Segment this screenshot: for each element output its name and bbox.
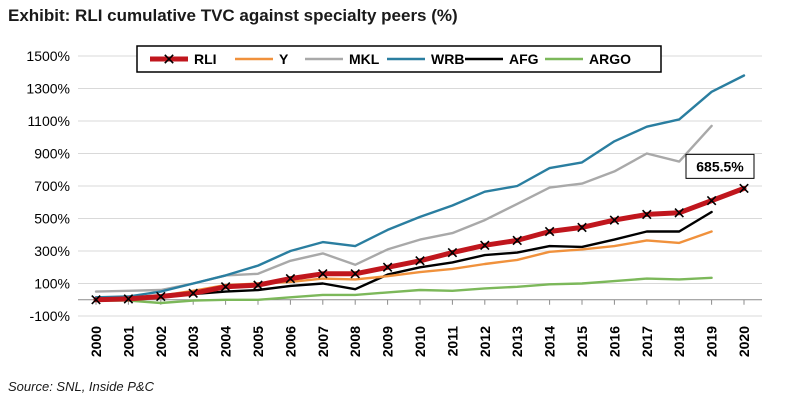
legend-item-wrb: WRB xyxy=(387,51,464,67)
rli-marker xyxy=(318,268,328,279)
y-tick-label: 1100% xyxy=(27,113,70,129)
legend-item-argo: ARGO xyxy=(545,51,631,67)
marker-stroke xyxy=(123,294,134,304)
marker-stroke xyxy=(415,255,425,266)
x-tick-label: 2008 xyxy=(347,326,363,357)
marker-stroke xyxy=(674,208,684,218)
rli-marker xyxy=(544,226,555,237)
marker-stroke xyxy=(577,222,587,233)
annotation-label: 685.5% xyxy=(696,158,744,174)
rli-marker xyxy=(220,281,231,292)
rli-marker xyxy=(739,183,749,194)
y-tick-label: 700% xyxy=(34,178,70,194)
chart-source: Source: SNL, Inside P&C xyxy=(8,379,154,394)
marker-stroke xyxy=(739,183,749,194)
x-tick-label: 2010 xyxy=(412,326,428,357)
legend-label: RLI xyxy=(194,51,217,67)
marker-stroke xyxy=(512,235,522,246)
legend-label: ARGO xyxy=(589,51,631,67)
y-tick-label: 100% xyxy=(34,276,70,292)
rli-marker xyxy=(91,294,101,305)
rli-marker xyxy=(674,208,684,218)
rli-marker xyxy=(512,235,522,246)
x-tick-label: 2013 xyxy=(509,326,525,357)
x-tick-label: 2004 xyxy=(218,326,234,357)
series-line-mkl xyxy=(94,124,713,293)
y-tick-label: 1500% xyxy=(26,48,70,64)
rli-marker xyxy=(156,291,166,302)
rli-marker xyxy=(642,209,652,220)
y-tick-label: 900% xyxy=(34,146,70,162)
rli-marker xyxy=(447,247,458,258)
x-tick-label: 2017 xyxy=(639,326,655,357)
x-tick-label: 2006 xyxy=(282,326,298,357)
x-tick-label: 2005 xyxy=(250,326,266,357)
annotation-box xyxy=(685,153,755,179)
x-tick-label: 2020 xyxy=(736,326,752,357)
rli-marker xyxy=(706,195,717,206)
rli-marker xyxy=(188,288,198,299)
rli-marker xyxy=(609,215,620,225)
legend-label: AFG xyxy=(509,51,539,67)
marker-stroke xyxy=(480,240,490,251)
legend-item-mkl: MKL xyxy=(305,51,380,67)
marker-stroke xyxy=(220,281,231,292)
marker-stroke xyxy=(91,294,101,305)
legend-item-afg: AFG xyxy=(465,51,539,67)
legend-item-y: Y xyxy=(235,51,289,67)
marker-stroke xyxy=(544,226,555,237)
marker-stroke xyxy=(447,247,458,258)
marker-stroke xyxy=(350,268,360,279)
x-tick-label: 2015 xyxy=(574,326,590,357)
x-tick-label: 2000 xyxy=(88,326,104,357)
series-line-wrb xyxy=(94,74,746,299)
marker-stroke xyxy=(706,195,717,206)
annotations: 685.5% xyxy=(685,153,755,179)
x-tick-label: 2001 xyxy=(120,326,136,357)
chart-title: Exhibit: RLI cumulative TVC against spec… xyxy=(8,6,458,25)
x-tick-label: 2002 xyxy=(153,326,169,357)
y-tick-label: -100% xyxy=(30,308,70,324)
y-tick-label: 1300% xyxy=(26,81,70,97)
legend-item-rli: RLI xyxy=(150,51,217,67)
rli-marker xyxy=(123,294,134,304)
gridlines xyxy=(78,55,762,317)
legend-label: MKL xyxy=(349,51,380,67)
x-tick-label: 2018 xyxy=(671,326,687,357)
rli-marker xyxy=(480,240,490,251)
x-tick-label: 2007 xyxy=(315,326,331,357)
x-tick-label: 2012 xyxy=(477,326,493,357)
rli-marker xyxy=(350,268,360,279)
marker-stroke xyxy=(156,291,166,302)
marker-stroke xyxy=(285,273,296,284)
marker-stroke xyxy=(253,280,263,290)
x-tick-label: 2019 xyxy=(704,326,720,357)
legend-label: Y xyxy=(279,51,289,67)
legend-label: WRB xyxy=(431,51,464,67)
y-tick-label: 500% xyxy=(34,211,70,227)
series-line-argo xyxy=(94,276,713,305)
series-lines xyxy=(91,74,749,305)
marker-stroke xyxy=(642,209,652,220)
marker-stroke xyxy=(318,268,328,279)
x-tick-label: 2014 xyxy=(542,326,558,357)
axes: -100% 100% 300% 500% 700% 900% 1100% 1300% 1500%… xyxy=(26,48,762,357)
rli-marker xyxy=(577,222,587,233)
rli-marker xyxy=(253,280,263,290)
y-tick-label: 300% xyxy=(34,243,70,259)
x-tick-label: 2016 xyxy=(606,326,622,357)
marker-stroke xyxy=(164,54,174,64)
marker-stroke xyxy=(382,262,393,273)
marker-stroke xyxy=(609,215,620,225)
x-tick-label: 2003 xyxy=(185,326,201,357)
x-tick-label: 2009 xyxy=(380,326,396,357)
legend: RLI Y MKL WRB AFG ARGO xyxy=(136,45,662,73)
marker-stroke xyxy=(188,288,198,299)
rli-marker xyxy=(382,262,393,273)
x-tick-label: 2011 xyxy=(444,326,460,357)
rli-marker xyxy=(285,273,296,284)
rli-marker xyxy=(415,255,425,266)
